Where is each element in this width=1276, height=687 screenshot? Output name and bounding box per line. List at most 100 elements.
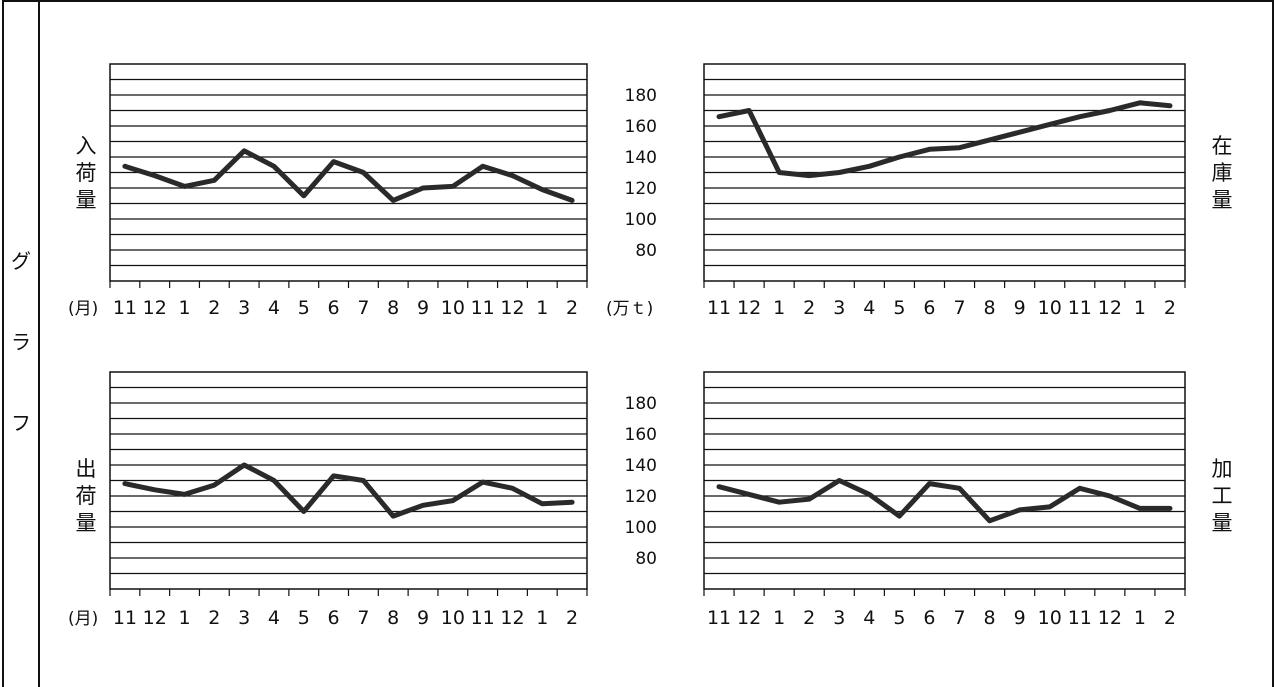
shipments-x-tick-label: 5	[298, 607, 310, 629]
processing-x-tick-label: 9	[1014, 607, 1026, 629]
inventory-x-tick-label: 12	[737, 297, 761, 319]
inventory-y-tick-label: 180	[625, 86, 657, 106]
processing-y-tick-label: 160	[625, 425, 657, 445]
inventory-y-tick-label: 140	[625, 148, 657, 168]
inventory-x-tick-label: 3	[833, 297, 845, 319]
arrivals-x-tick-label: 2	[566, 297, 578, 319]
inventory-x-tick-label: 10	[1038, 297, 1062, 319]
processing-x-tick-label: 3	[833, 607, 845, 629]
arrivals-x-tick-label: 1	[536, 297, 548, 319]
shipments-label-char: 荷	[76, 484, 97, 508]
inventory-x-tick-label: 12	[1098, 297, 1122, 319]
side-title-char-0: グ	[11, 249, 31, 273]
inventory-x-tick-label: 2	[1164, 297, 1176, 319]
processing-x-tick-label: 12	[737, 607, 761, 629]
shipments-series-line	[122, 462, 575, 519]
inventory-label-char: 量	[1212, 188, 1233, 212]
inventory-y-tick-label: 100	[625, 210, 657, 230]
shipments-x-tick-label: 1	[178, 607, 190, 629]
inventory-x-tick-label: 6	[923, 297, 935, 319]
arrivals-x-tick-label: 11	[471, 297, 495, 319]
inventory-y-tick-label: 80	[635, 241, 657, 261]
processing-y-tick-label: 100	[625, 518, 657, 538]
arrivals-x-tick-label: 3	[238, 297, 250, 319]
inventory-x-tick-label: 5	[893, 297, 905, 319]
month-unit-bottom: (月)	[68, 609, 98, 629]
inventory-x-tick-label: 9	[1014, 297, 1026, 319]
inventory-x-tick-label: 11	[707, 297, 731, 319]
shipments-label-char: 出	[76, 457, 97, 481]
arrivals-series-line	[122, 148, 575, 203]
shipments-x-tick-label: 3	[238, 607, 250, 629]
arrivals-x-tick-label: 4	[268, 297, 280, 319]
shipments-x-tick-label: 2	[566, 607, 578, 629]
processing-x-tick-label: 2	[803, 607, 815, 629]
shipments-x-tick-label: 7	[357, 607, 369, 629]
arrivals-x-tick-label: 1	[178, 297, 190, 319]
arrivals-x-tick-label: 6	[328, 297, 340, 319]
month-unit-top: (月)	[68, 299, 98, 319]
arrivals-label-char: 荷	[76, 161, 97, 185]
shipments-x-tick-label: 11	[471, 607, 495, 629]
processing-x-tick-label: 8	[984, 607, 996, 629]
inventory-x-tick-label: 2	[803, 297, 815, 319]
processing-x-tick-label: 10	[1038, 607, 1062, 629]
processing-x-tick-label: 12	[1098, 607, 1122, 629]
arrivals-label-char: 量	[76, 188, 97, 212]
shipments-label-char: 量	[76, 511, 97, 535]
shipments-x-tick-label: 1	[536, 607, 548, 629]
inventory-x-tick-label: 11	[1068, 297, 1092, 319]
processing-x-tick-label: 6	[923, 607, 935, 629]
shipments-x-tick-label: 12	[500, 607, 524, 629]
arrivals-label-char: 入	[76, 134, 97, 158]
arrivals-x-tick-label: 9	[417, 297, 429, 319]
processing-x-tick-label: 2	[1164, 607, 1176, 629]
arrivals-x-tick-label: 5	[298, 297, 310, 319]
processing-series-line	[716, 478, 1173, 524]
inventory-y-tick-label: 120	[625, 179, 657, 199]
processing-y-tick-label: 80	[635, 549, 657, 569]
arrivals-x-tick-label: 7	[357, 297, 369, 319]
processing-x-tick-label: 11	[707, 607, 731, 629]
processing-x-tick-label: 7	[953, 607, 965, 629]
shipments-x-tick-label: 8	[387, 607, 399, 629]
arrivals-x-tick-label: 12	[143, 297, 167, 319]
side-title-char-1: ラ	[11, 330, 31, 354]
arrivals-x-tick-label: 11	[113, 297, 137, 319]
processing-x-tick-label: 1	[1134, 607, 1146, 629]
shipments-x-tick-label: 10	[441, 607, 465, 629]
inventory-series-line	[716, 100, 1173, 179]
shipments-x-tick-label: 11	[113, 607, 137, 629]
value-unit: (万ｔ)	[606, 299, 653, 319]
arrivals-x-tick-label: 8	[387, 297, 399, 319]
inventory-label-char: 庫	[1212, 161, 1233, 185]
arrivals-x-tick-label: 2	[208, 297, 220, 319]
shipments-x-tick-label: 4	[268, 607, 280, 629]
processing-label-char: 加	[1212, 457, 1233, 481]
inventory-x-tick-label: 4	[863, 297, 875, 319]
processing-x-tick-label: 4	[863, 607, 875, 629]
shipments-x-tick-label: 9	[417, 607, 429, 629]
shipments-x-tick-label: 2	[208, 607, 220, 629]
side-title-char-2: フ	[11, 411, 31, 435]
processing-label-char: 量	[1212, 511, 1233, 535]
inventory-x-tick-label: 1	[1134, 297, 1146, 319]
inventory-x-tick-label: 7	[953, 297, 965, 319]
processing-y-tick-label: 120	[625, 487, 657, 507]
inventory-y-tick-label: 160	[625, 117, 657, 137]
processing-x-tick-label: 1	[773, 607, 785, 629]
processing-label-char: 工	[1212, 484, 1233, 508]
inventory-x-tick-label: 1	[773, 297, 785, 319]
arrivals-x-tick-label: 10	[441, 297, 465, 319]
shipments-x-tick-label: 12	[143, 607, 167, 629]
processing-y-tick-label: 180	[625, 394, 657, 414]
processing-y-tick-label: 140	[625, 456, 657, 476]
inventory-x-tick-label: 8	[984, 297, 996, 319]
shipments-x-tick-label: 6	[328, 607, 340, 629]
processing-x-tick-label: 5	[893, 607, 905, 629]
arrivals-x-tick-label: 12	[500, 297, 524, 319]
inventory-label-char: 在	[1212, 134, 1233, 158]
processing-x-tick-label: 11	[1068, 607, 1092, 629]
